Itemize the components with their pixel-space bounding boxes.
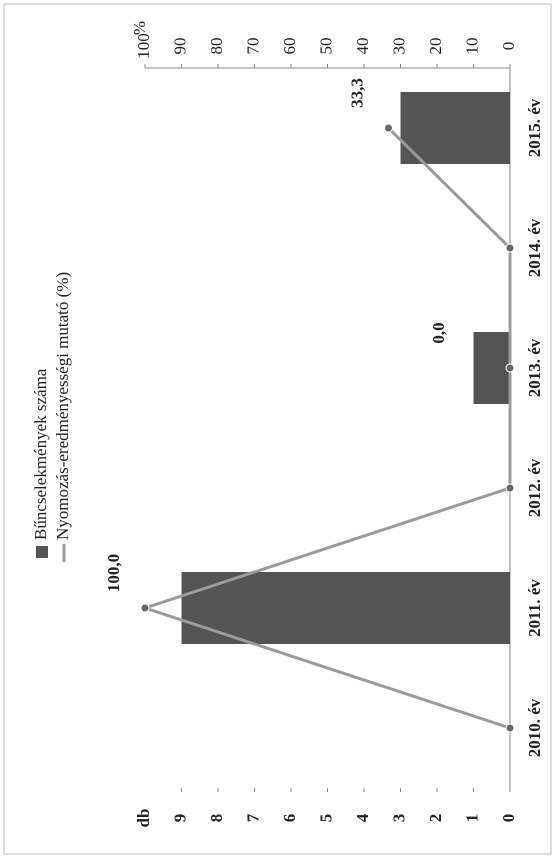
data-label: 33,3 [347, 78, 366, 108]
data-label: 100,0 [104, 554, 123, 592]
y-tick-label: 8 [207, 814, 226, 823]
legend-label: Bűncselekmények száma [31, 368, 50, 540]
y2-tick-label: 40 [353, 38, 372, 55]
x-tick-label: 2011. év [525, 579, 544, 637]
rotated-plot: 0 1 2 3 4 5 6 7 8 9 db 0 10 20 30 40 50 60 70 80 90 100% 2010.… [31, 21, 544, 828]
line-marker [505, 723, 515, 733]
frame [3, 3, 552, 855]
y-tick-label: 4 [353, 813, 372, 822]
y2-axis-title: % [130, 21, 149, 35]
y-tick-label: 7 [243, 813, 262, 822]
y-tick-label: 6 [280, 814, 299, 823]
line-marker [140, 603, 150, 613]
y-tick-label: 9 [170, 814, 189, 823]
line-marker [505, 363, 515, 373]
line-marker [505, 243, 515, 253]
y2-tick-label: 0 [499, 42, 518, 51]
x-tick-label: 2013. év [525, 338, 544, 397]
y2-tick-label: 50 [316, 38, 335, 55]
y2-tick-label: 100 [134, 33, 153, 59]
bar [181, 572, 510, 644]
y2-tick-label: 90 [170, 38, 189, 55]
x-tick-label: 2015. év [525, 98, 544, 157]
x-tick-label: 2010. év [525, 698, 544, 757]
legend-swatch [36, 546, 48, 558]
y-axis-title: db [134, 809, 153, 828]
bar [400, 92, 510, 164]
x-tick-label: 2012. év [525, 458, 544, 517]
y2-tick-label: 20 [426, 38, 445, 55]
line-marker [383, 123, 393, 133]
y-tick-label: 0 [499, 814, 518, 823]
y-tick-label: 1 [462, 814, 481, 823]
line-marker [505, 483, 515, 493]
data-label: 0,0 [429, 322, 448, 343]
bar [473, 332, 510, 404]
y2-tick-label: 70 [243, 38, 262, 55]
y2-tick-label: 80 [207, 38, 226, 55]
y2-tick-label: 10 [462, 38, 481, 55]
x-tick-label: 2014. év [525, 218, 544, 277]
y2-tick-label: 30 [389, 38, 408, 55]
line [140, 126, 512, 730]
y-tick-label: 3 [389, 814, 408, 823]
legend-label: Nyomozás-eredményességi mutató (%) [53, 272, 72, 540]
y2-tick-label: 60 [280, 38, 299, 55]
y-tick-label: 5 [316, 814, 335, 823]
y-tick-label: 2 [426, 814, 445, 823]
